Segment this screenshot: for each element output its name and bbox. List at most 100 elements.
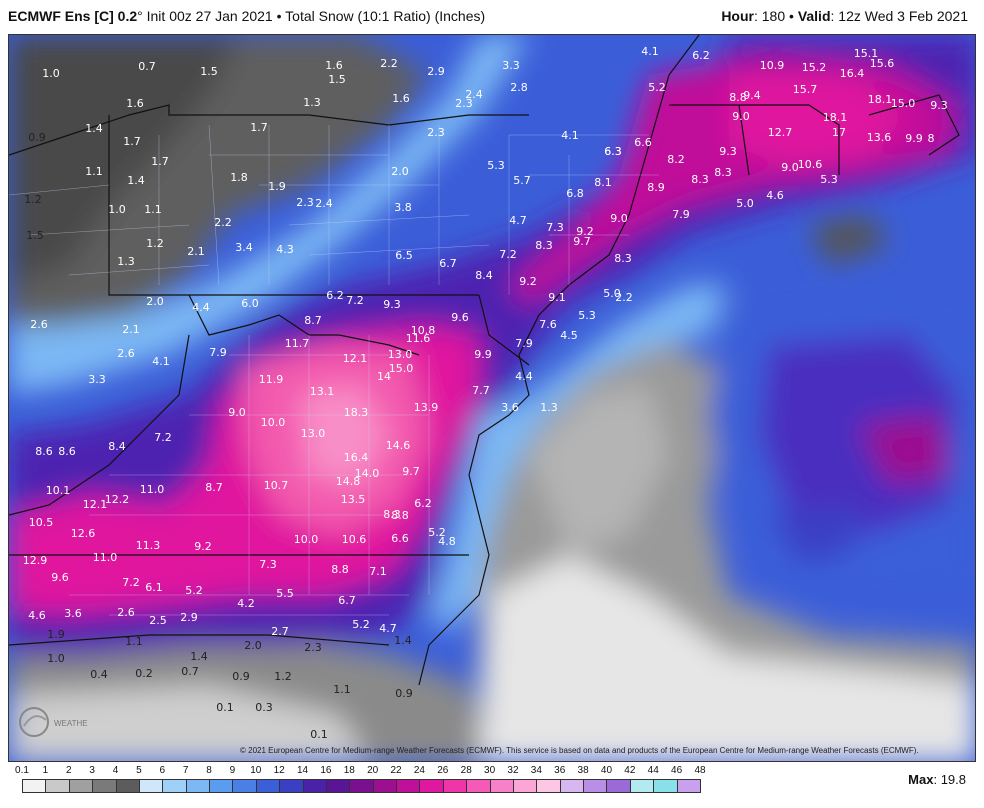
snowfall-value-label: 3.6 [501,401,519,414]
valid-time: Hour: 180 • Valid: 12z Wed 3 Feb 2021 [721,8,968,24]
snowfall-map: 1.0 0.7 1.5 1.6 2.2 2.9 3.3 4.1 6.2 10.9 15.2 16.4 1… [8,34,976,762]
snowfall-value-label: 1.4 [127,174,145,187]
colorbar-tick: 34 [530,765,542,776]
snowfall-value-label: 1.0 [108,203,126,216]
snowfall-value-label: 2.2 [615,291,633,304]
init-time: Init 00z 27 Jan 2021 [146,8,273,24]
colorbar-swatch [279,779,304,793]
snowfall-value-label: 8.7 [205,481,223,494]
colorbar-swatch [92,779,117,793]
snowfall-value-label: 2.3 [304,641,322,654]
snowfall-value-label: 7.9 [515,337,533,350]
colorbar-swatch [466,779,491,793]
colorbar-tick: 42 [624,765,636,776]
snowfall-value-label: 9.3 [719,145,737,158]
snowfall-value-label: 6.6 [634,136,652,149]
snowfall-value-label: 0.3 [255,701,273,714]
snowfall-value-label: 11.0 [140,483,165,496]
colorbar-swatch [68,779,94,793]
snowfall-value-label: 0.4 [90,668,108,681]
snowfall-value-label: 6.1 [145,581,163,594]
snowfall-value-label: 12.6 [71,527,96,540]
colorbar-tick: 1 [42,765,49,776]
snowfall-value-label: 10.0 [294,533,319,546]
snowfall-value-label: 2.5 [149,614,167,627]
snowfall-value-label: 2.1 [122,323,140,336]
snowfall-value-label: 2.0 [391,165,409,178]
snowfall-value-label: 9.4 [743,89,761,102]
snowfall-value-label: 5.2 [185,584,203,597]
snowfall-value-label: 8.8 [729,91,747,104]
snowfall-value-label: 5.3 [578,309,596,322]
colorbar-tick: 46 [671,765,683,776]
colorbar-tick: 24 [413,765,425,776]
product-name: Total Snow (10:1 Ratio) (Inches) [285,8,486,24]
snowfall-value-label: 8.3 [383,508,401,521]
snowfall-value-label: 10.6 [342,533,367,546]
snowfall-value-label: 9.3 [930,99,948,112]
snowfall-value-label: 2.8 [510,81,528,94]
snowfall-value-label: 9.9 [474,348,492,361]
snowfall-value-label: 2.2 [214,216,232,229]
snowfall-value-label: 10.1 [46,484,71,497]
snowfall-value-label: 14 [377,370,391,383]
snowfall-value-label: 2.7 [271,625,289,638]
colorbar-tick: 12 [273,765,285,776]
snowfall-value-label: 11.9 [259,373,284,386]
snowfall-value-label: 8.4 [108,440,126,453]
snowfall-value-label: 4.1 [641,45,659,58]
snowfall-value-label: 11.6 [406,332,431,345]
snowfall-value-label: 11.7 [285,337,310,350]
colorbar-swatch [349,779,374,793]
snowfall-value-label: 9.2 [519,275,537,288]
colorbar-swatch [512,779,538,793]
snowfall-value-label: 8.7 [304,314,322,327]
snowfall-value-label: 7.7 [472,384,490,397]
snowfall-value-label: 2.1 [187,245,205,258]
snowfall-value-label: 5.0 [603,287,621,300]
snowfall-value-label: 9.6 [451,311,469,324]
colorbar-tick: 32 [507,765,519,776]
snowfall-value-label: 12.1 [343,352,368,365]
snowfall-value-label: 0.9 [395,687,413,700]
snowfall-value-label: 16.4 [840,67,865,80]
snowfall-value-label: 1.3 [117,255,135,268]
snowfall-value-label: 9.7 [573,235,591,248]
colorbar-legend: 0.1 1 2 3 4 5 6 7 8 9 10 12 14 16 18 20 22 24 26 28 30 32 34 36… [15,765,706,799]
colorbar-swatch [442,779,468,793]
snowfall-value-label: 15.0 [891,97,916,110]
colorbar-swatch [559,779,585,793]
snowfall-value-label: 8.3 [535,239,553,252]
snowfall-value-label: 5.0 [736,197,754,210]
colorbar-tick: 48 [694,765,706,776]
copyright-notice: © 2021 European Centre for Medium-range … [240,746,919,755]
snowfall-value-label: 8.9 [647,181,665,194]
snowfall-value-label: 1.7 [151,155,169,168]
snowfall-value-label: 9.9 [905,132,923,145]
colorbar-tick: 4 [112,765,119,776]
snowfall-value-label: 1.5 [26,229,44,242]
snowfall-value-label: 9.6 [51,571,69,584]
snowfall-value-label: 4.4 [192,301,210,314]
snowfall-value-label: 5.2 [352,618,370,631]
snowfall-value-label: 2.6 [117,347,135,360]
snowfall-value-label: 10.5 [29,516,54,529]
colorbar-swatch [653,779,678,793]
snowfall-value-label: 9.0 [732,110,750,123]
snowfall-value-label: 4.1 [152,355,170,368]
colorbar-swatch [372,779,398,793]
colorbar-swatch [629,779,655,793]
snowfall-value-label: 3.3 [88,373,106,386]
snowfall-value-label: 10.7 [264,479,289,492]
colorbar-swatch [396,779,421,793]
snowfall-value-label: 1.5 [200,65,218,78]
snowfall-value-label: 3.4 [235,241,253,254]
snowfall-value-label: 1.9 [47,628,65,641]
map-title: ECMWF Ens [C] 0.2° Init 00z 27 Jan 2021 … [8,8,486,24]
snowfall-value-label: 14.0 [355,467,380,480]
snowfall-value-label: 2.9 [180,611,198,624]
snowfall-value-label: 3.8 [394,201,412,214]
snowfall-value-label: 2.2 [380,57,398,70]
snowfall-value-label: 7.2 [346,294,364,307]
snowfall-value-label: 7.2 [499,248,517,261]
